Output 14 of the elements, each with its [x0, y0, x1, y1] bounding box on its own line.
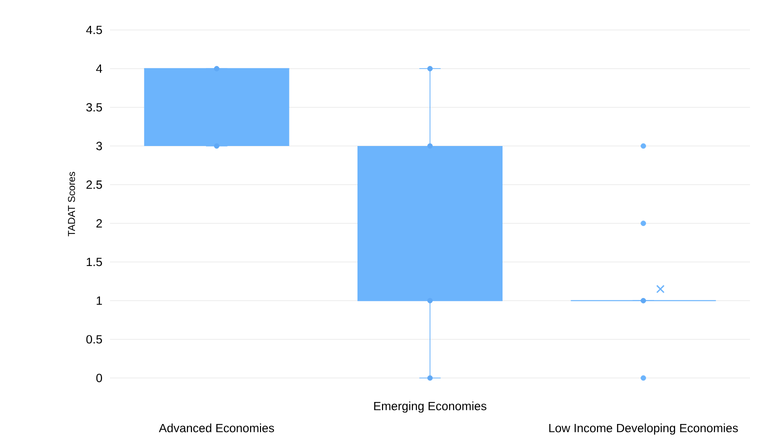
y-tick-label: 0: [96, 374, 102, 382]
x-tick-label: Advanced Economies: [158, 424, 274, 432]
y-tick-label: 0.5: [86, 335, 102, 344]
y-tick-label: 3.5: [86, 103, 102, 112]
x-tick-label: Low Income Developing Economies: [549, 424, 738, 435]
y-tick-label: 2: [96, 219, 102, 228]
y-tick-label: 1.5: [86, 258, 102, 266]
y-tick-label: 2.5: [86, 180, 102, 189]
y-tick-label: 4.5: [86, 26, 102, 34]
y-tick-label: 4: [96, 64, 102, 73]
y-axis-title: TADAT Scores: [68, 172, 76, 236]
x-tick-label: Emerging Economies: [374, 402, 486, 413]
y-tick-label: 1: [96, 296, 102, 305]
y-tick-label: 3: [96, 142, 102, 150]
